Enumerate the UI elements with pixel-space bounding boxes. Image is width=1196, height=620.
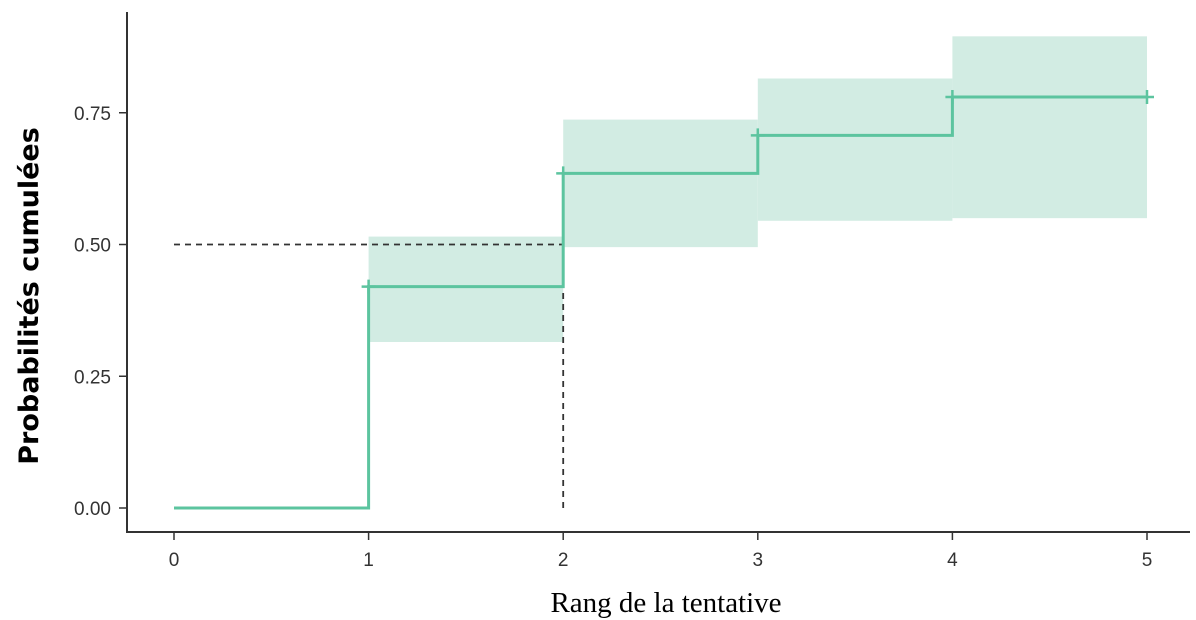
x-tick-label: 4 bbox=[947, 550, 958, 571]
confidence-band-4 bbox=[757, 78, 953, 221]
confidence-band-2 bbox=[368, 236, 564, 342]
x-tick-label: 2 bbox=[558, 550, 569, 571]
confidence-band-5 bbox=[952, 36, 1147, 219]
x-tick-label: 3 bbox=[753, 550, 764, 571]
step-line-series-1 bbox=[174, 95, 1147, 510]
censor-mark-3 bbox=[750, 128, 765, 143]
reference-lines bbox=[174, 243, 565, 508]
confidence-bands bbox=[368, 36, 1147, 342]
censor-mark-4 bbox=[945, 89, 960, 104]
axes bbox=[126, 12, 1190, 533]
x-tick-label: 5 bbox=[1142, 550, 1153, 571]
axis-ticks: 0 1 2 3 4 5 0.00 0.25 0.50 0.75 bbox=[74, 104, 1152, 571]
step-lines bbox=[174, 95, 1147, 510]
censor-mark-5 bbox=[1140, 89, 1154, 104]
y-tick-label: 0.25 bbox=[74, 367, 111, 388]
censor-mark-1 bbox=[361, 279, 376, 294]
censor-marks bbox=[361, 89, 1154, 294]
y-tick-label: 0.00 bbox=[74, 499, 111, 520]
confidence-band-3 bbox=[563, 119, 758, 248]
x-tick-label: 0 bbox=[169, 550, 180, 571]
x-tick-label: 1 bbox=[363, 550, 374, 571]
y-tick-label: 0.50 bbox=[74, 236, 111, 257]
y-axis-label: Probabilités cumulées bbox=[14, 127, 45, 465]
x-axis-label: Rang de la tentative bbox=[550, 587, 781, 619]
y-tick-label: 0.75 bbox=[74, 104, 111, 125]
censor-mark-2 bbox=[556, 166, 571, 181]
